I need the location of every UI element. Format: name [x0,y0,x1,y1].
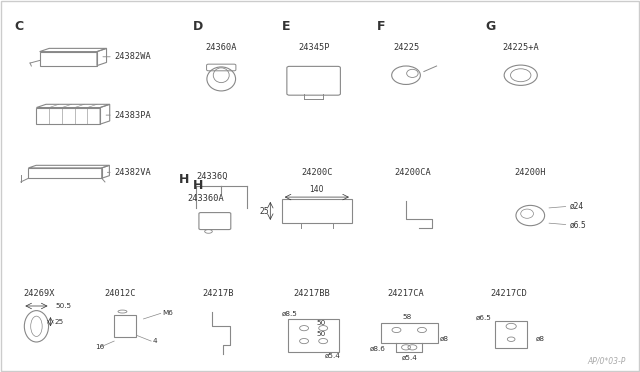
Text: 140: 140 [310,185,324,194]
Bar [282,199,352,223]
Bar [288,319,339,352]
Text: 25: 25 [54,318,63,324]
Text: 24336Q: 24336Q [196,171,227,180]
Text: 24345P: 24345P [298,44,330,52]
Text: 16: 16 [95,344,104,350]
Text: 24383PA: 24383PA [114,110,151,120]
Bar [381,323,438,343]
Text: ø8: ø8 [536,336,545,341]
Text: 24217BB: 24217BB [293,289,330,298]
Text: 24225+A: 24225+A [502,44,539,52]
Text: ø6.5: ø6.5 [476,315,492,321]
Text: 24200H: 24200H [515,168,546,177]
Text: C: C [14,20,23,33]
Text: ø5.4: ø5.4 [325,353,341,359]
Text: 24200C: 24200C [301,168,333,177]
Text: 50.5: 50.5 [56,303,72,309]
Text: M6: M6 [162,310,173,316]
Text: ø24: ø24 [570,202,584,211]
Text: 24360A: 24360A [205,44,237,52]
Text: ø8: ø8 [440,336,449,342]
Text: 24012C: 24012C [104,289,136,298]
Text: 25: 25 [260,206,269,216]
Text: 24200CA: 24200CA [394,168,431,177]
Text: H: H [193,179,203,192]
Text: 24382WA: 24382WA [114,52,151,61]
Text: 24382VA: 24382VA [114,168,151,177]
Text: F: F [378,20,386,33]
Text: 24217B: 24217B [202,289,234,298]
Bar [114,315,136,337]
Text: ø6.5: ø6.5 [570,220,586,229]
Text: ø8.5: ø8.5 [282,311,298,317]
Text: G: G [486,20,496,33]
Text: 58: 58 [403,314,412,320]
Text: 24269X: 24269X [24,289,55,298]
Text: 243360A: 243360A [187,193,223,203]
Text: 24225: 24225 [393,44,419,52]
Text: H: H [179,173,189,186]
Text: AP/0*03-P: AP/0*03-P [588,356,626,365]
Text: 24217CD: 24217CD [491,289,527,298]
Text: ø5.4: ø5.4 [401,355,417,361]
Text: 50: 50 [317,320,326,326]
Text: 24217CA: 24217CA [387,289,424,298]
Text: E: E [282,20,291,33]
Text: ø8.6: ø8.6 [370,346,385,352]
Text: 4: 4 [152,338,157,344]
Text: 50: 50 [317,331,326,337]
Bar [495,321,527,349]
Text: D: D [193,20,203,33]
